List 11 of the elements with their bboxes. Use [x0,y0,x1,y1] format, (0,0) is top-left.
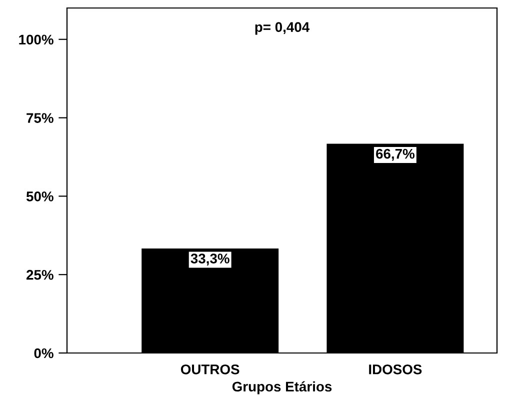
x-tick-label: OUTROS [180,364,240,374]
x-tick-label: IDOSOS [369,364,422,374]
data-label: 66,7% [376,148,415,161]
y-tick-label: 50% [26,192,54,202]
y-tick-label: 0% [34,348,54,358]
y-tick-label: 25% [26,270,54,280]
x-axis-title: Grupos Etários [232,381,332,394]
annotation: p= 0,404 [255,22,310,35]
y-tick-label: 75% [26,113,54,123]
data-label: 33,3% [190,254,230,266]
y-tick-label: 100% [19,34,54,45]
